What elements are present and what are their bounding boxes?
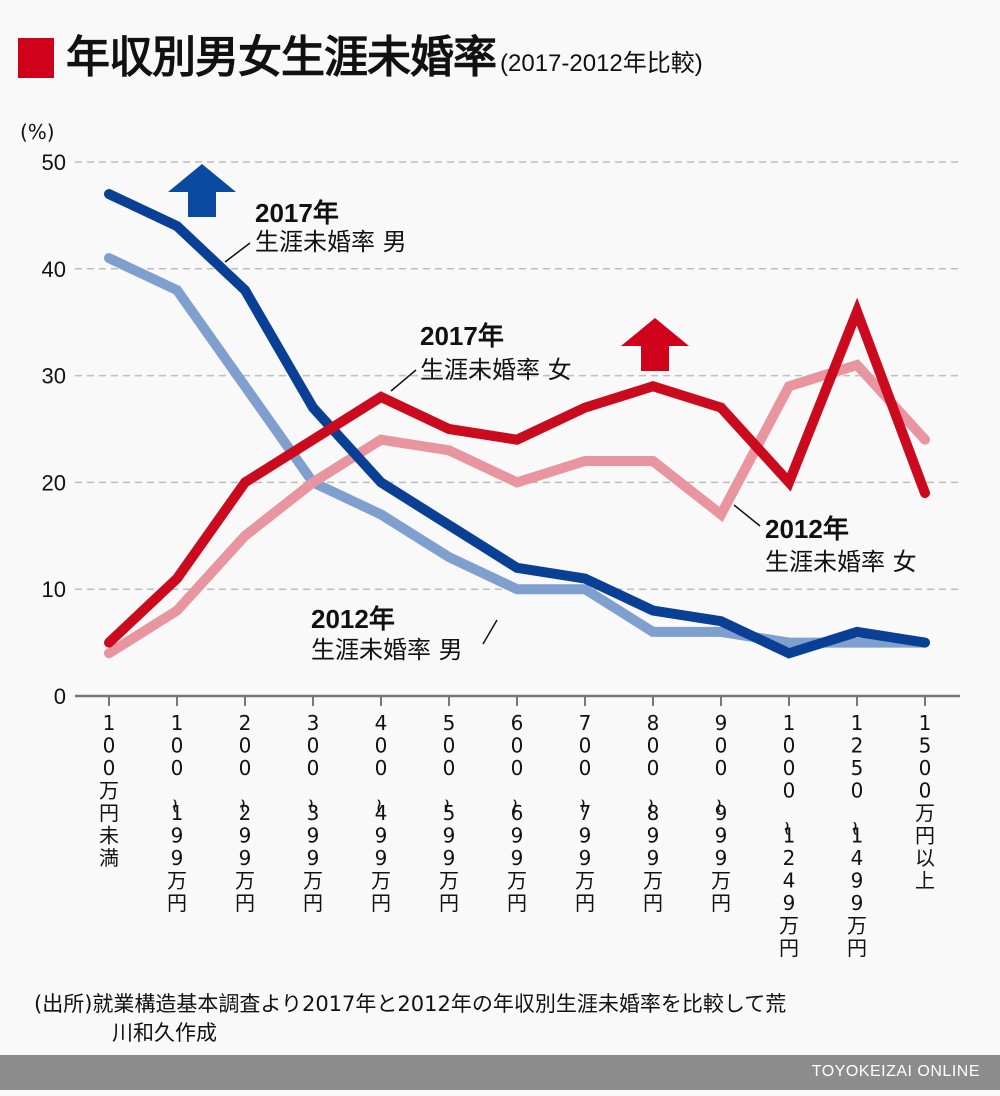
x-category-label: 7 0 0 ~7 9 9 万円 (572, 711, 596, 915)
annotation-label: 生涯未婚率 女 (420, 356, 572, 384)
y-tick-label: 40 (42, 257, 66, 282)
chart-title: 年収別男女生涯未婚率 (2017-2012年比較) (18, 32, 703, 84)
x-category-label: 1 0 0 万円未満 (99, 711, 119, 870)
title-marker-icon (18, 38, 54, 78)
x-category-label: 1 0 0 0 ~1 2 4 9 万円 (776, 711, 800, 960)
y-axis-unit: (%) (20, 120, 55, 144)
annotation-leader-line (224, 242, 251, 263)
source-note: (出所)就業構造基本調査より2017年と2012年の年収別生涯未婚率を比較して荒… (34, 990, 974, 1048)
title-main: 年収別男女生涯未婚率 (66, 32, 497, 83)
x-category-label: 2 0 0 ~2 9 9 万円 (232, 711, 256, 915)
y-tick-label: 30 (42, 364, 66, 389)
series-line-2 (104, 189, 930, 659)
y-tick-label: 20 (42, 470, 66, 495)
source-line-2: 川和久作成 (112, 1021, 217, 1045)
y-tick-label: 0 (54, 684, 66, 709)
annotation-year: 2012年 (765, 514, 849, 544)
annotation-leader-line (482, 619, 498, 645)
up-arrow-icon (621, 318, 689, 371)
series-line-0 (104, 253, 930, 648)
footer-brand: TOYOKEIZAI ONLINE (811, 1063, 980, 1080)
annotation-label: 生涯未婚率 男 (255, 228, 407, 256)
series-line-3 (104, 297, 930, 648)
x-category-label: 9 0 0 ~9 9 9 万円 (708, 711, 732, 915)
annotation-year: 2012年 (311, 604, 395, 634)
line-chart: 0 10 20 30 40 50 1 0 0 万円未満 1 0 0 ~1 9 9 万円 2 0 0 ~2 9 9 万円 3 0 0 ~… (42, 150, 960, 960)
footer-bar: TOYOKEIZAI ONLINE (0, 1055, 1000, 1090)
source-line-1: (出所)就業構造基本調査より2017年と2012年の年収別生涯未婚率を比較して荒 (34, 992, 787, 1016)
up-arrow-icon (168, 164, 236, 217)
x-category-label: 1 5 0 0 万円以上 (915, 711, 935, 893)
y-tick-label: 50 (42, 150, 66, 175)
x-category-label: 1 2 5 0 ~1 4 9 9 万円 (844, 711, 868, 960)
annotation-year: 2017年 (255, 198, 339, 228)
title-subtitle: (2017-2012年比較) (500, 50, 703, 77)
annotation-leader-line (733, 504, 761, 527)
x-category-label: 8 0 0 ~8 9 9 万円 (640, 711, 664, 915)
annotation-label: 生涯未婚率 男 (311, 636, 463, 664)
series-line-1 (104, 359, 930, 659)
x-category-label: 3 0 0 ~3 9 9 万円 (300, 711, 324, 915)
annotation-leader-line (390, 369, 417, 392)
x-category-label: 6 0 0 ~6 9 9 万円 (504, 711, 528, 915)
x-category-label: 4 0 0 ~4 9 9 万円 (368, 711, 392, 915)
annotation-label: 生涯未婚率 女 (765, 548, 917, 576)
x-category-label: 5 0 0 ~5 9 9 万円 (436, 711, 460, 915)
y-tick-label: 10 (42, 577, 66, 602)
annotation-year: 2017年 (420, 321, 504, 351)
x-category-label: 1 0 0 ~1 9 9 万円 (164, 711, 188, 915)
